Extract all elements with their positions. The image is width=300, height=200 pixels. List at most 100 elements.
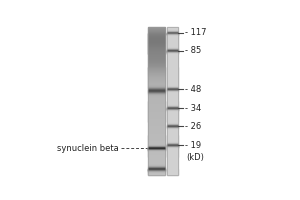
Bar (167, 71, 178, 72)
Bar (148, 112, 165, 113)
Bar (148, 111, 165, 112)
Bar (148, 167, 165, 168)
Bar (148, 129, 165, 130)
Bar (167, 82, 178, 83)
Bar (148, 41, 165, 42)
Bar (167, 67, 178, 68)
Bar (167, 96, 178, 97)
Bar (148, 54, 165, 55)
Bar (148, 73, 165, 74)
Bar (167, 155, 178, 156)
Bar (167, 172, 178, 173)
Bar (148, 168, 165, 169)
Bar (148, 92, 165, 93)
Bar (148, 73, 165, 74)
Bar (167, 83, 178, 84)
Bar (148, 123, 165, 124)
Bar (148, 51, 165, 52)
Bar (148, 79, 165, 80)
Bar (148, 78, 165, 79)
Bar (148, 171, 165, 172)
Bar (148, 160, 165, 161)
Bar (148, 76, 165, 77)
Bar (148, 58, 165, 59)
Bar (148, 38, 165, 39)
Bar (167, 139, 178, 140)
Bar (167, 135, 178, 136)
Bar (148, 152, 165, 153)
Bar (167, 104, 178, 105)
Bar (167, 39, 178, 40)
Bar (167, 167, 178, 168)
Bar (167, 125, 178, 126)
Bar (148, 85, 165, 86)
Bar (167, 107, 178, 108)
Bar (148, 103, 165, 104)
Bar (148, 126, 165, 127)
Bar (148, 51, 165, 52)
Bar (167, 36, 178, 37)
Bar (167, 117, 178, 118)
Bar (148, 151, 165, 152)
Bar (167, 52, 178, 53)
Bar (167, 74, 178, 75)
Bar (148, 110, 165, 111)
Bar (167, 106, 178, 107)
Bar (167, 69, 178, 70)
Bar (167, 154, 178, 155)
Bar (167, 74, 178, 75)
Bar (167, 135, 178, 136)
Bar (167, 61, 178, 62)
Bar (148, 37, 165, 38)
Bar (167, 156, 178, 157)
Bar (167, 114, 178, 115)
Bar (148, 104, 165, 105)
Bar (148, 49, 165, 50)
Bar (148, 128, 165, 129)
Bar (167, 151, 178, 152)
Bar (148, 101, 165, 102)
Bar (148, 67, 165, 68)
Bar (167, 68, 178, 69)
Bar (167, 101, 178, 102)
Bar (167, 174, 178, 175)
Bar (148, 137, 165, 138)
Bar (167, 152, 178, 153)
Bar (167, 169, 178, 170)
Bar (148, 45, 165, 46)
Bar (148, 112, 165, 113)
Bar (148, 145, 165, 146)
Text: - 48: - 48 (185, 85, 201, 94)
Bar (167, 140, 178, 141)
Bar (148, 67, 165, 68)
Bar (148, 155, 165, 156)
Bar (148, 71, 165, 72)
Bar (148, 146, 165, 147)
Bar (148, 38, 165, 39)
Bar (167, 144, 178, 145)
Bar (167, 36, 178, 37)
Bar (148, 121, 165, 122)
Bar (148, 79, 165, 80)
Bar (167, 134, 178, 135)
Bar (148, 140, 165, 141)
Bar (167, 50, 178, 51)
Bar (167, 77, 178, 78)
Bar (167, 126, 178, 127)
Bar (148, 87, 165, 88)
Bar (167, 51, 178, 52)
Bar (148, 147, 165, 148)
Bar (148, 44, 165, 45)
Bar (148, 50, 165, 51)
Bar (148, 53, 165, 54)
Bar (148, 84, 165, 85)
Bar (167, 148, 178, 149)
Bar (167, 146, 178, 147)
Bar (148, 35, 165, 36)
Bar (167, 79, 178, 80)
Bar (148, 39, 165, 40)
Bar (167, 44, 178, 45)
Bar (148, 159, 165, 160)
Bar (167, 168, 178, 169)
Bar (148, 170, 165, 171)
